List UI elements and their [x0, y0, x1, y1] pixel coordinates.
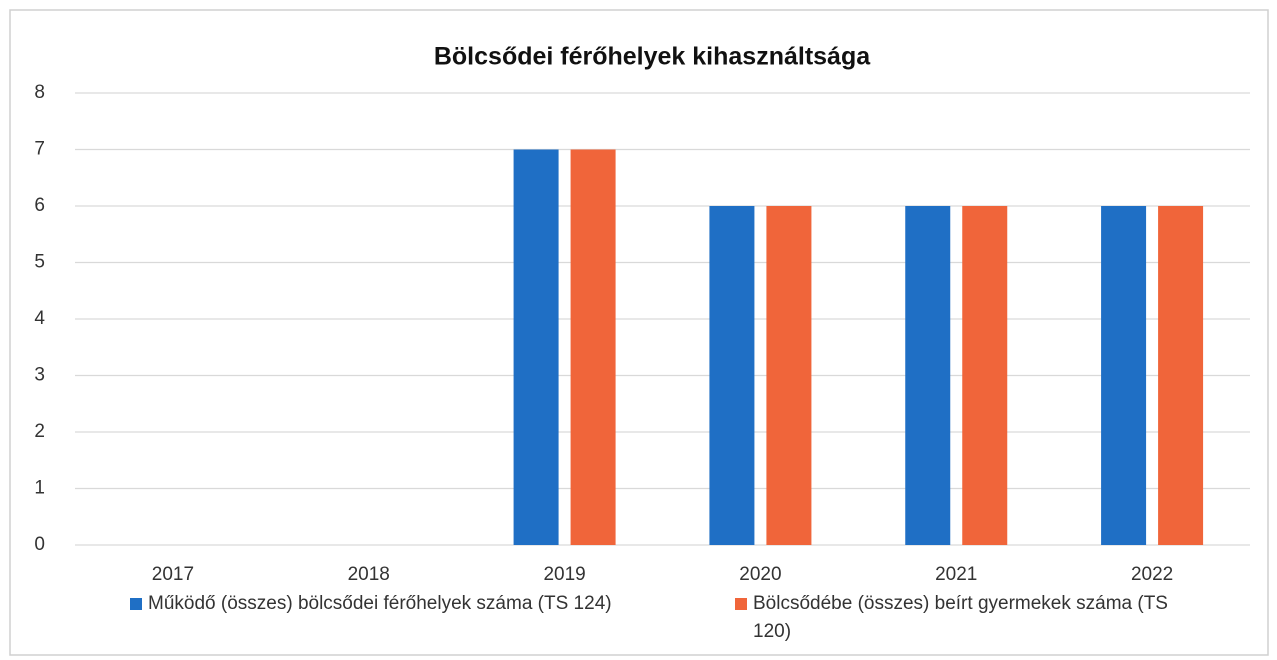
y-tick-label: 5 [34, 252, 45, 273]
bar [709, 206, 755, 545]
legend-swatch [130, 598, 142, 610]
legend: Működő (összes) bölcsődei férőhelyek szá… [0, 590, 1277, 650]
y-tick-label: 7 [34, 139, 45, 160]
legend-entry: Bölcsődébe (összes) beírt gyermekek szám… [735, 590, 1195, 646]
legend-swatch [735, 598, 747, 610]
y-tick-label: 4 [34, 308, 45, 329]
y-tick-label: 8 [34, 82, 45, 103]
y-tick-label: 2 [34, 421, 45, 442]
bar [905, 206, 951, 545]
bar [513, 149, 559, 545]
x-tick-label: 2018 [348, 564, 390, 585]
y-tick-label: 1 [34, 478, 45, 499]
bar [570, 149, 616, 545]
x-tick-label: 2017 [152, 564, 194, 585]
x-tick-label: 2022 [1131, 564, 1173, 585]
y-tick-label: 3 [34, 365, 45, 386]
y-tick-label: 0 [34, 534, 45, 555]
chart-title: Bölcsődei férőhelyek kihasználtsága [434, 43, 871, 71]
x-tick-label: 2019 [543, 564, 585, 585]
chart-frame [9, 9, 1269, 656]
bar [1101, 206, 1147, 545]
x-tick-label: 2020 [739, 564, 781, 585]
legend-entry: Működő (összes) bölcsődei férőhelyek szá… [130, 590, 710, 618]
legend-label: Bölcsődébe (összes) beírt gyermekek szám… [753, 593, 1168, 642]
y-tick-label: 6 [34, 195, 45, 216]
bar [766, 206, 812, 545]
legend-label: Működő (összes) bölcsődei férőhelyek szá… [148, 593, 612, 614]
x-tick-label: 2021 [935, 564, 977, 585]
bar [1158, 206, 1204, 545]
bar [962, 206, 1008, 545]
